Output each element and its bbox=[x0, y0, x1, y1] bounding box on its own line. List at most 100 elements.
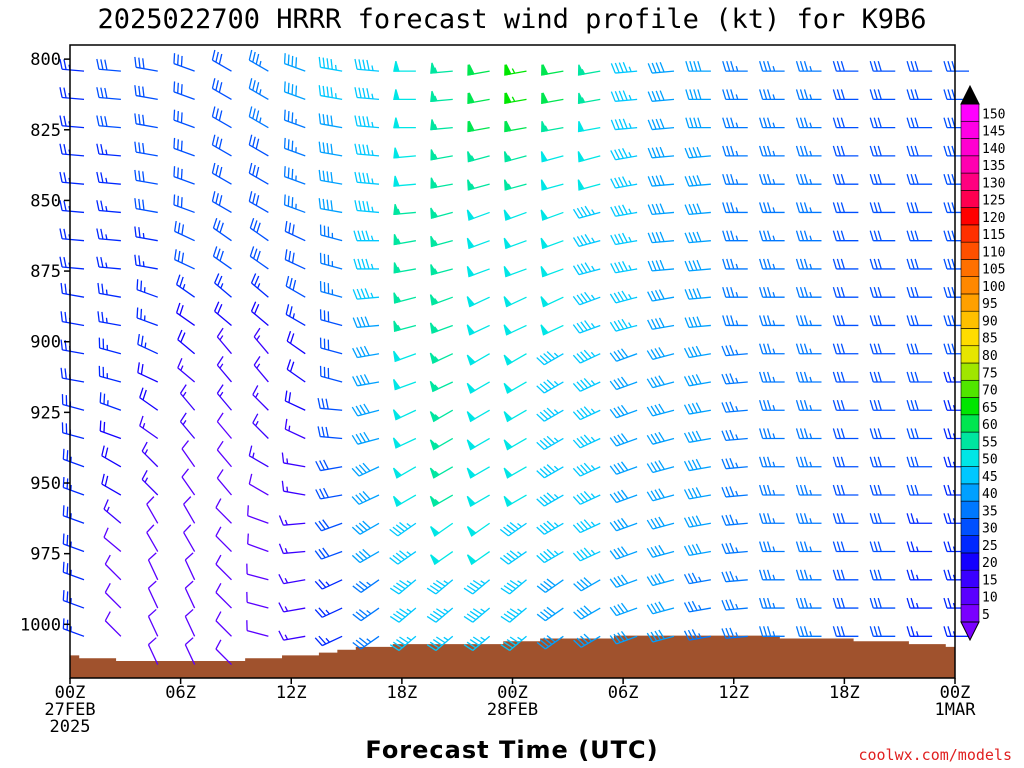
barb-half-tick bbox=[371, 178, 374, 184]
wind-barb bbox=[61, 394, 85, 411]
barb-full-tick bbox=[252, 385, 259, 395]
barb-full-tick bbox=[177, 139, 179, 150]
barb-full-tick bbox=[140, 308, 143, 320]
barb-full-tick bbox=[330, 115, 333, 126]
barb-full-tick bbox=[177, 54, 179, 66]
barb-full-tick bbox=[692, 203, 698, 214]
barb-full-tick bbox=[910, 315, 915, 326]
barb-full-tick bbox=[184, 637, 194, 646]
barb-full-tick bbox=[610, 178, 617, 189]
barb-full-tick bbox=[725, 430, 731, 441]
barb-half-tick bbox=[772, 348, 776, 354]
barb-full-tick bbox=[354, 58, 358, 70]
barb-half-tick bbox=[553, 352, 559, 358]
barb-full-tick bbox=[325, 398, 329, 410]
barb-full-tick bbox=[539, 439, 549, 448]
barb-full-tick bbox=[59, 115, 63, 126]
barb-half-tick bbox=[295, 203, 297, 210]
barb-full-tick bbox=[355, 494, 364, 504]
barb-full-tick bbox=[799, 315, 805, 326]
wind-barb bbox=[503, 265, 527, 278]
wind-barb bbox=[832, 569, 859, 581]
colorbar-label: 20 bbox=[982, 556, 998, 571]
barb-full-tick bbox=[877, 173, 882, 185]
wind-barb bbox=[215, 611, 232, 637]
wind-barb bbox=[906, 541, 933, 553]
barb-full-tick bbox=[246, 620, 248, 631]
barb-full-tick bbox=[366, 59, 370, 71]
barb-full-tick bbox=[134, 254, 137, 266]
barb-full-tick bbox=[763, 258, 768, 270]
barb-full-tick bbox=[100, 228, 104, 240]
wind-barb bbox=[393, 117, 416, 129]
x-tick-label: 27FEB bbox=[44, 700, 95, 720]
barb-pennant bbox=[393, 262, 401, 274]
barb-full-tick bbox=[836, 60, 841, 72]
wind-barb bbox=[101, 445, 122, 468]
barb-half-tick bbox=[517, 551, 522, 556]
wind-barb bbox=[503, 466, 527, 479]
barb-full-tick bbox=[101, 473, 105, 485]
barb-full-tick bbox=[836, 597, 841, 609]
colorbar-segment bbox=[960, 328, 980, 347]
barb-half-tick bbox=[397, 208, 401, 215]
barb-full-tick bbox=[539, 496, 549, 505]
barb-full-tick bbox=[795, 117, 801, 128]
barb-full-tick bbox=[609, 293, 617, 304]
barb-shaft bbox=[215, 648, 232, 666]
barb-half-tick bbox=[334, 93, 337, 99]
barb-pennant bbox=[430, 207, 438, 219]
wind-barb bbox=[572, 434, 601, 449]
barb-full-tick bbox=[840, 173, 845, 185]
barb-half-tick bbox=[144, 449, 149, 455]
wind-barb bbox=[869, 569, 896, 581]
wind-barb bbox=[466, 324, 490, 336]
barb-pennant bbox=[540, 296, 550, 308]
barb-full-tick bbox=[327, 254, 330, 266]
barb-full-tick bbox=[330, 200, 333, 211]
barb-full-tick bbox=[729, 486, 735, 497]
barb-full-tick bbox=[910, 60, 915, 72]
barb-half-tick bbox=[590, 549, 596, 555]
barb-full-tick bbox=[763, 145, 768, 157]
barb-full-tick bbox=[759, 541, 764, 552]
barb-full-tick bbox=[101, 283, 104, 295]
wind-barbs-layer bbox=[59, 49, 969, 666]
barb-pennant bbox=[393, 89, 400, 101]
barb-full-tick bbox=[247, 533, 249, 545]
wind-barb bbox=[352, 316, 380, 329]
wind-barb bbox=[430, 522, 454, 537]
barb-full-tick bbox=[614, 234, 620, 245]
wind-barb bbox=[215, 582, 232, 609]
barb-full-tick bbox=[691, 487, 698, 498]
barb-full-tick bbox=[763, 456, 768, 467]
barb-full-tick bbox=[63, 87, 67, 98]
wind-barb bbox=[184, 580, 196, 609]
barb-full-tick bbox=[184, 552, 194, 561]
barb-pennant bbox=[503, 179, 512, 191]
barb-full-tick bbox=[314, 637, 323, 647]
barb-full-tick bbox=[278, 543, 284, 554]
barb-full-tick bbox=[910, 89, 915, 100]
barb-full-tick bbox=[358, 492, 367, 502]
barb-full-tick bbox=[583, 547, 592, 557]
barb-full-tick bbox=[906, 400, 911, 411]
barb-full-tick bbox=[692, 175, 698, 186]
wind-barb bbox=[504, 92, 527, 104]
barb-half-tick bbox=[371, 150, 374, 156]
barb-full-tick bbox=[906, 258, 911, 270]
barb-full-tick bbox=[832, 258, 837, 270]
barb-full-tick bbox=[836, 569, 841, 580]
barb-full-tick bbox=[655, 62, 661, 73]
wind-barb bbox=[722, 145, 748, 157]
barb-full-tick bbox=[536, 526, 545, 535]
barb-full-tick bbox=[685, 60, 690, 72]
barb-full-tick bbox=[215, 526, 222, 537]
barb-full-tick bbox=[613, 464, 621, 474]
wind-barb bbox=[351, 403, 380, 417]
barb-pennant bbox=[503, 151, 512, 163]
barb-full-tick bbox=[947, 597, 952, 609]
barb-full-tick bbox=[59, 228, 63, 239]
wind-barb bbox=[392, 409, 417, 421]
barb-full-tick bbox=[910, 428, 915, 439]
